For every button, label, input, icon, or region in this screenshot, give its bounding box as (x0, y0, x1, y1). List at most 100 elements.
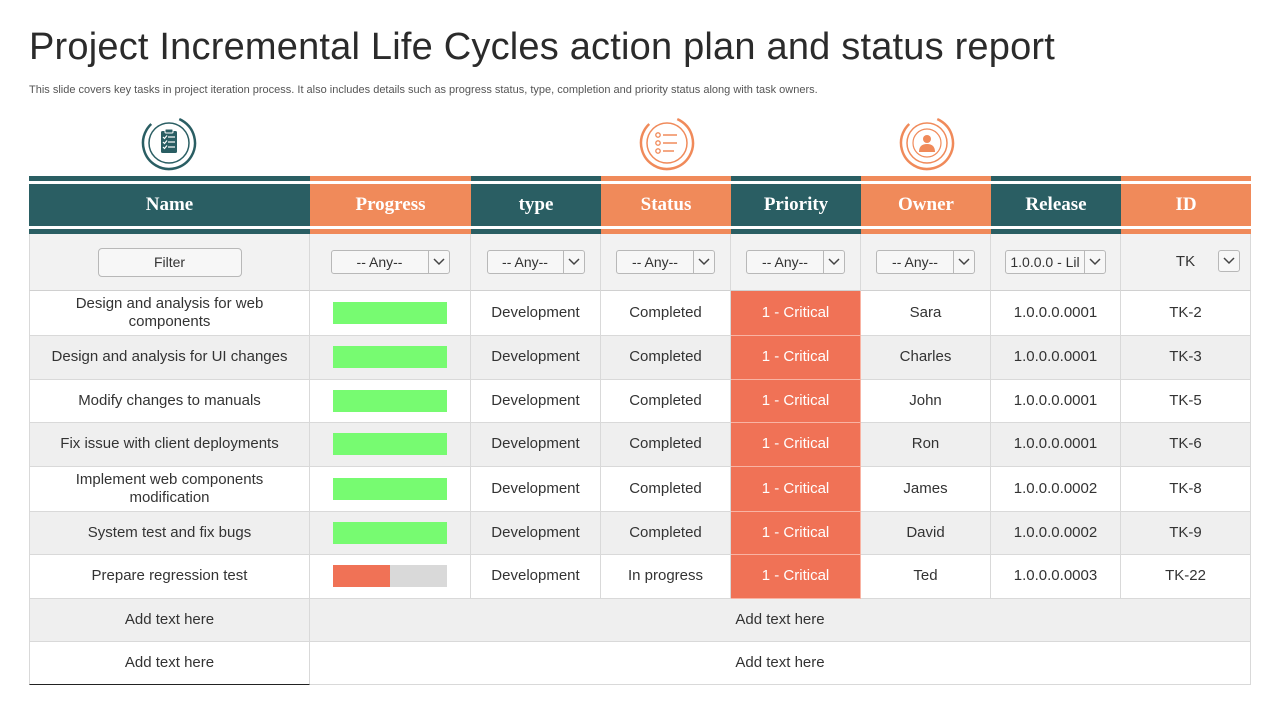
progress-bar (333, 521, 447, 544)
footer-left-cell[interactable]: Add text here (29, 598, 310, 642)
id-cell: TK-3 (1121, 336, 1251, 380)
release-cell: 1.0.0.0.0003 (991, 555, 1121, 599)
chevron-down-icon (823, 251, 844, 273)
owner-cell: James (861, 466, 991, 512)
progress-bar-fill (333, 346, 447, 369)
release-filter-cell: 1.0.0.0 - Lil (991, 234, 1121, 291)
owner-filter-select[interactable]: -- Any-- (876, 250, 975, 274)
status-filter-cell: -- Any-- (601, 234, 731, 291)
progress-cell (310, 379, 471, 423)
status-type-filter-select[interactable]: -- Any-- (486, 250, 585, 274)
priority-cell: 1 - Critical (731, 555, 861, 599)
id-cell: TK-5 (1121, 379, 1251, 423)
page-subtitle: This slide covers key tasks in project i… (29, 84, 818, 96)
type-filter-cell-2: -- Any-- (471, 234, 601, 291)
priority-cell: 1 - Critical (731, 336, 861, 380)
owner-cell: Sara (861, 291, 991, 336)
page-title: Project Incremental Life Cycles action p… (29, 26, 1056, 68)
type-filter-select[interactable]: -- Any-- (330, 250, 450, 274)
table-row: Design and analysis for web components De… (29, 291, 1251, 336)
owner-cell: Ron (861, 423, 991, 467)
priority-filter-select[interactable]: -- Any-- (746, 250, 845, 274)
progress-bar (333, 433, 447, 456)
id-cell: TK-6 (1121, 423, 1251, 467)
status-cell: Completed (601, 511, 731, 555)
release-cell: 1.0.0.0.0002 (991, 511, 1121, 555)
id-cell: TK-2 (1121, 291, 1251, 336)
task-name-cell: Fix issue with client deployments (29, 423, 310, 467)
progress-cell (310, 511, 471, 555)
footer-right-cell[interactable]: Add text here (310, 598, 1251, 642)
footer-row: Add text here Add text here (29, 641, 1251, 685)
release-filter-select[interactable]: 1.0.0.0 - Lil (1005, 250, 1106, 274)
table-row: Prepare regression test Development In pro… (29, 555, 1251, 599)
progress-bar (333, 477, 447, 500)
header-release[interactable]: Release (991, 176, 1121, 234)
checklist-icon (636, 112, 698, 174)
header-id[interactable]: ID (1121, 176, 1251, 234)
filter-button[interactable]: Filter (97, 247, 242, 277)
header-progress[interactable]: Progress (310, 176, 471, 234)
type-cell: Development (471, 423, 601, 467)
chevron-down-icon (427, 251, 449, 273)
user-profile-icon (896, 112, 958, 174)
id-cell: TK-9 (1121, 511, 1251, 555)
type-filter-cell: -- Any-- (310, 234, 471, 291)
priority-cell: 1 - Critical (731, 291, 861, 336)
priority-cell: 1 - Critical (731, 423, 861, 467)
status-cell: In progress (601, 555, 731, 599)
table-row: Fix issue with client deployments Develop… (29, 423, 1251, 467)
header-priority[interactable]: Priority (731, 176, 861, 234)
header-owner[interactable]: Owner (861, 176, 991, 234)
header-name[interactable]: Name (29, 176, 310, 234)
table-row: System test and fix bugs Development Compl… (29, 511, 1251, 555)
progress-cell (310, 423, 471, 467)
status-cell: Completed (601, 466, 731, 512)
type-cell: Development (471, 336, 601, 380)
table-row: Modify changes to manuals Development Comp… (29, 379, 1251, 423)
filter-row: Filter -- Any-- -- Any-- -- Any-- -- Any… (29, 234, 1251, 291)
owner-cell: Ted (861, 555, 991, 599)
header-status[interactable]: Status (601, 176, 731, 234)
progress-bar (333, 346, 447, 369)
owner-cell: David (861, 511, 991, 555)
progress-cell (310, 466, 471, 512)
owner-filter-cell: -- Any-- (861, 234, 991, 291)
footer-row: Add text here Add text here (29, 598, 1251, 642)
type-cell: Development (471, 379, 601, 423)
type-cell: Development (471, 466, 601, 512)
status-cell: Completed (601, 423, 731, 467)
status-cell: Completed (601, 379, 731, 423)
progress-bar-fill (333, 389, 447, 412)
progress-cell (310, 336, 471, 380)
id-cell: TK-8 (1121, 466, 1251, 512)
table-row: Design and analysis for UI changes Develo… (29, 336, 1251, 380)
owner-cell: John (861, 379, 991, 423)
type-cell: Development (471, 555, 601, 599)
priority-cell: 1 - Critical (731, 379, 861, 423)
progress-bar-fill (333, 433, 447, 456)
progress-bar-fill (333, 565, 390, 588)
header-type[interactable]: type (471, 176, 601, 234)
progress-bar (333, 302, 447, 324)
priority-cell: 1 - Critical (731, 511, 861, 555)
table-row: Implement web components modification Dev… (29, 466, 1251, 512)
status-filter-select[interactable]: -- Any-- (616, 250, 715, 274)
id-filter-cell: TK (1121, 234, 1251, 291)
status-table: Name Progress type Status Priority Owner… (29, 176, 1251, 685)
chevron-down-icon[interactable] (1218, 250, 1240, 272)
progress-bar-fill (333, 302, 447, 324)
type-cell: Development (471, 511, 601, 555)
footer-left-cell[interactable]: Add text here (29, 641, 310, 685)
progress-cell (310, 291, 471, 336)
task-name-cell: Design and analysis for UI changes (29, 336, 310, 380)
progress-bar-fill (333, 521, 447, 544)
chevron-down-icon (562, 251, 584, 273)
footer-right-cell[interactable]: Add text here (310, 641, 1251, 685)
task-name-cell: Modify changes to manuals (29, 379, 310, 423)
chevron-down-icon (1084, 251, 1105, 273)
task-name-cell: Implement web components modification (29, 466, 310, 512)
progress-bar-fill (333, 477, 447, 500)
progress-bar (333, 389, 447, 412)
chevron-down-icon (693, 251, 714, 273)
